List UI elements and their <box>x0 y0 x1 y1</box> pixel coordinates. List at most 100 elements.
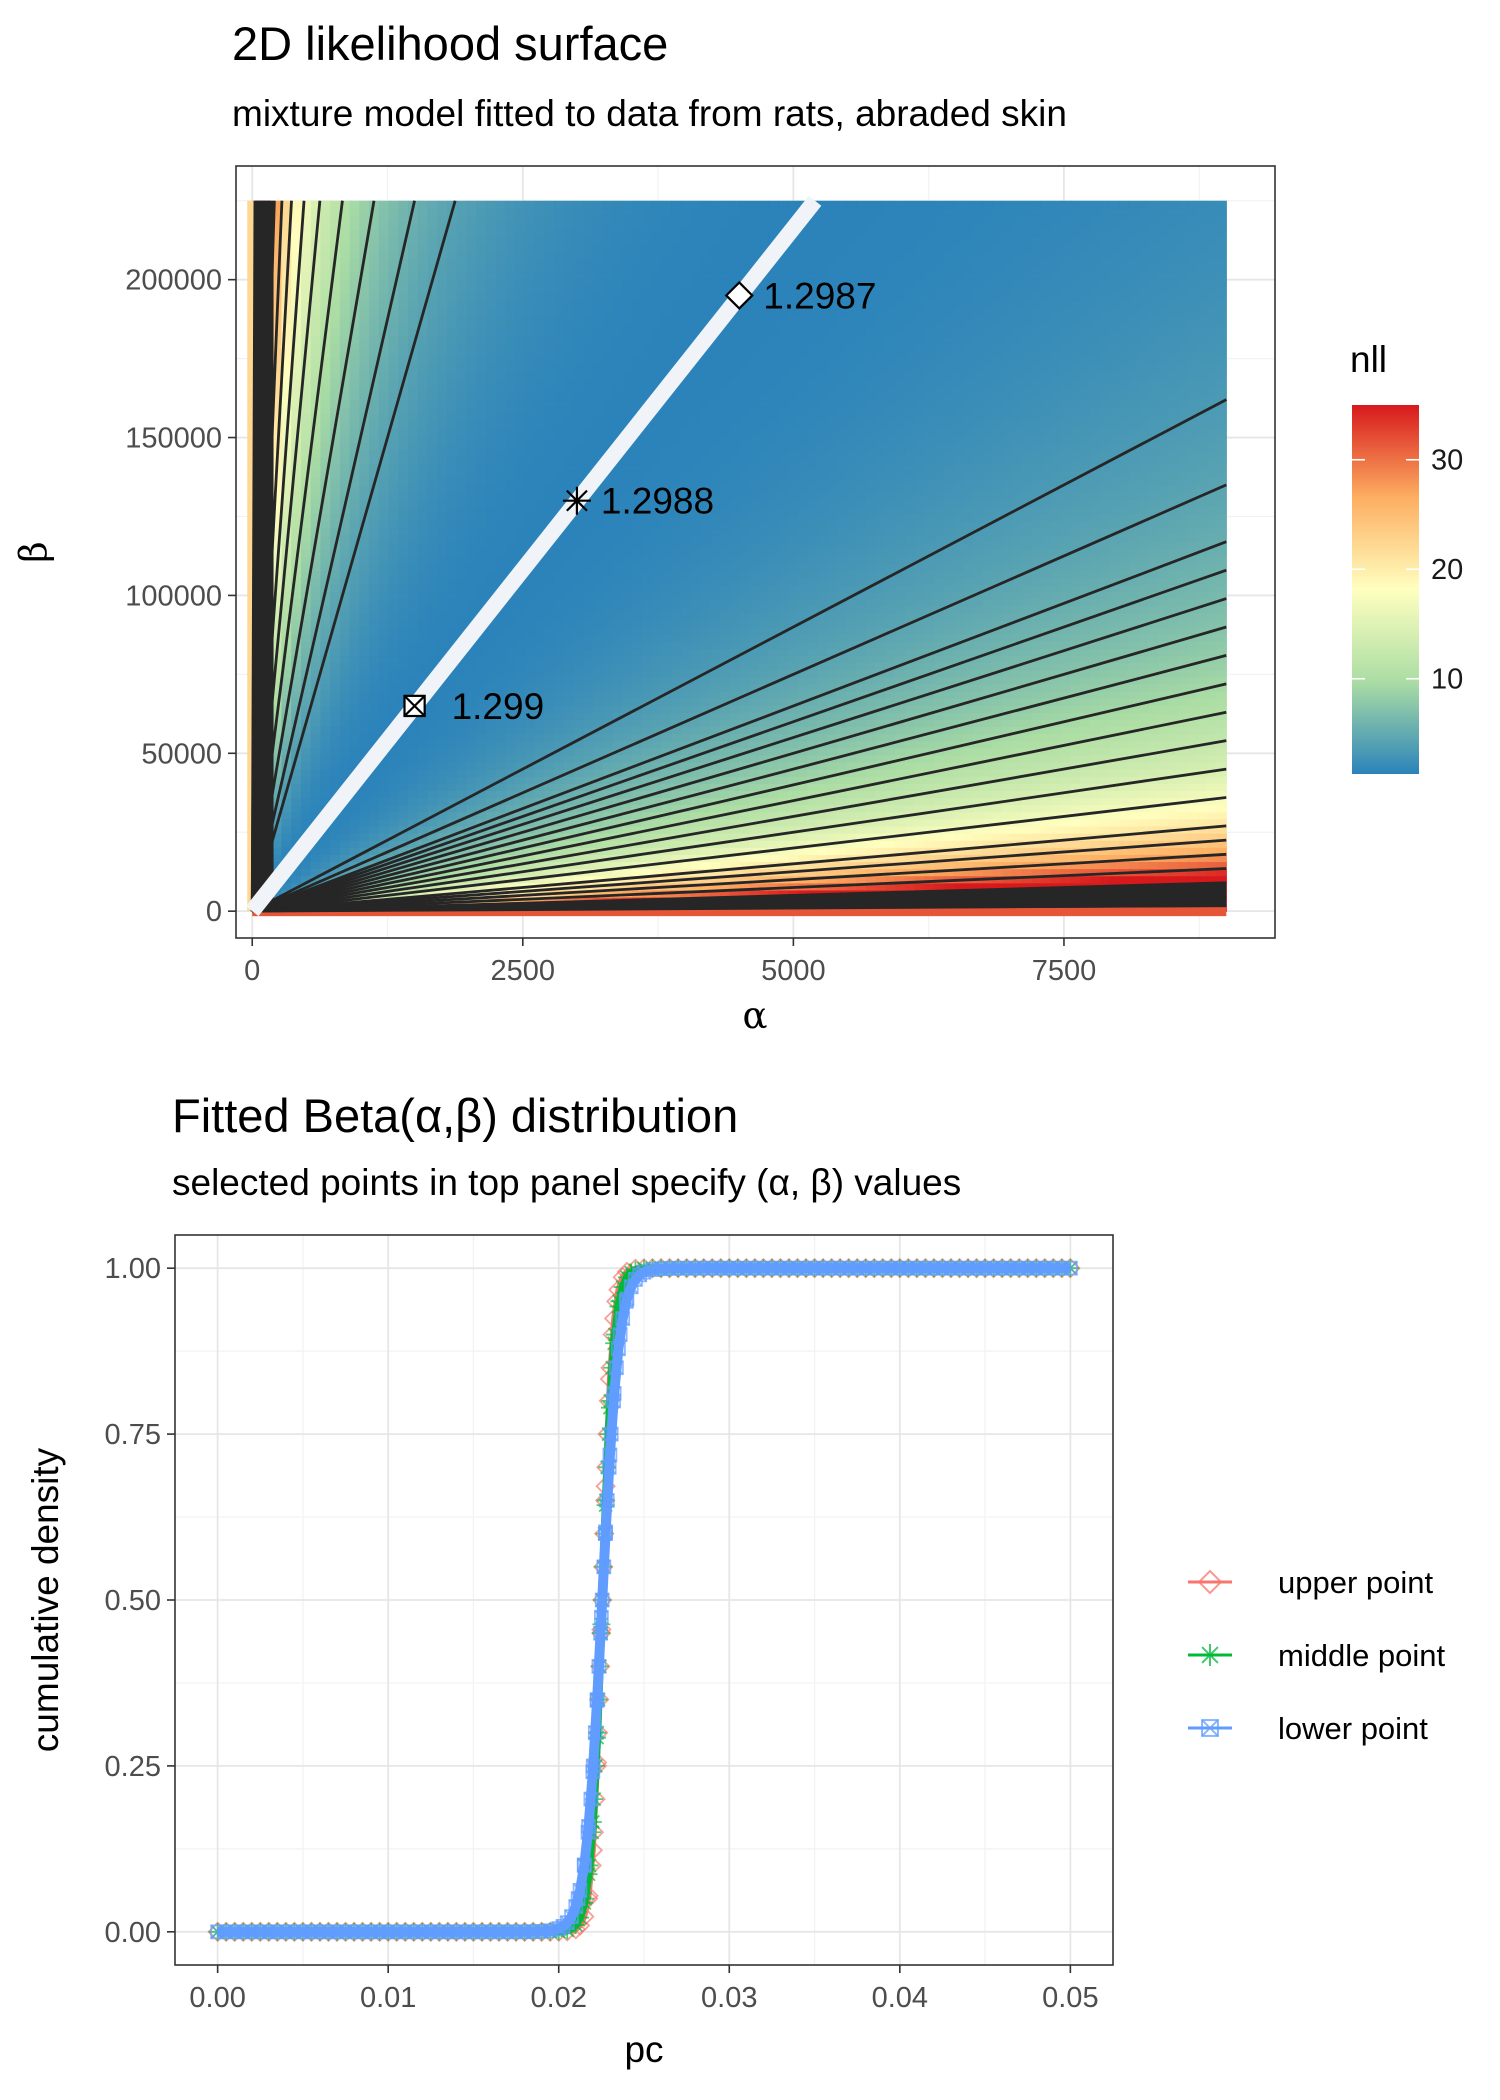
heatmap-tile <box>690 619 701 628</box>
heatmap-tile <box>632 534 643 543</box>
heatmap-tile <box>700 470 711 479</box>
heatmap-tile <box>369 833 380 841</box>
heatmap-tile <box>417 598 429 607</box>
heatmap-tile <box>524 492 536 500</box>
heatmap-tile <box>544 719 555 728</box>
heatmap-tile <box>476 420 487 429</box>
heatmap-tile <box>661 449 672 458</box>
heatmap-tile <box>300 776 312 784</box>
heatmap-tile <box>534 634 546 642</box>
heatmap-tile <box>427 300 438 308</box>
heatmap-tile <box>612 357 623 365</box>
heatmap-tile <box>544 285 555 294</box>
heatmap-tile <box>417 214 429 223</box>
heatmap-tile <box>563 413 575 422</box>
heatmap-tile <box>349 712 360 720</box>
heatmap-tile <box>408 612 419 621</box>
heatmap-tile <box>524 612 536 621</box>
heatmap-tile <box>563 271 575 280</box>
heatmap-tile <box>349 520 360 529</box>
heatmap-tile <box>593 428 604 436</box>
heatmap-tile <box>320 293 331 301</box>
heatmap-tile <box>680 776 692 784</box>
heatmap-tile <box>320 364 331 372</box>
heatmap-tile <box>641 840 653 848</box>
heatmap-tile <box>339 406 351 415</box>
heatmap-tile <box>719 634 731 642</box>
heatmap-tile <box>310 492 322 500</box>
heatmap-tile <box>612 882 623 891</box>
heatmap-tile <box>359 840 370 848</box>
heatmap-tile <box>369 435 380 443</box>
heatmap-tile <box>632 364 643 372</box>
heatmap-tile <box>398 641 409 649</box>
heatmap-tile <box>593 392 604 401</box>
heatmap-tile <box>369 293 380 301</box>
heatmap-tile <box>544 328 555 337</box>
heatmap-tile <box>505 761 516 770</box>
heatmap-tile <box>271 833 283 841</box>
heatmap-tile <box>427 456 438 465</box>
heatmap-tile <box>593 719 604 728</box>
heatmap-tile <box>719 257 731 266</box>
heatmap-tile <box>505 463 516 472</box>
heatmap-tile <box>359 307 370 316</box>
heatmap-tile <box>388 513 399 522</box>
heatmap-tile <box>486 229 497 237</box>
heatmap-tile <box>495 271 507 280</box>
heatmap-tile <box>661 548 672 557</box>
heatmap-tile <box>339 278 351 287</box>
heatmap-tile <box>291 591 302 600</box>
heatmap-tile <box>505 442 516 450</box>
heatmap-tile <box>398 307 409 316</box>
heatmap-tile <box>515 619 526 628</box>
heatmap-tile <box>515 513 526 522</box>
heatmap-tile <box>456 577 468 585</box>
heatmap-tile <box>359 492 370 500</box>
heatmap-tile <box>271 200 283 209</box>
heatmap-tile <box>300 555 312 564</box>
heatmap-tile <box>641 321 653 330</box>
heatmap-tile <box>300 584 312 593</box>
heatmap-tile <box>359 477 370 486</box>
heatmap-tile <box>505 676 516 685</box>
heatmap-tile <box>349 257 360 266</box>
heatmap-tile <box>573 861 585 870</box>
heatmap-tile <box>612 641 623 649</box>
heatmap-tile <box>700 456 711 465</box>
heatmap-tile <box>661 584 672 593</box>
heatmap-tile <box>310 648 322 657</box>
heatmap-tile <box>534 328 546 337</box>
heatmap-tile <box>349 676 360 685</box>
heatmap-tile <box>680 598 692 607</box>
heatmap-tile <box>476 499 487 507</box>
heatmap-tile <box>515 833 526 841</box>
heatmap-tile <box>330 371 341 379</box>
heatmap-tile <box>427 513 438 522</box>
heatmap-tile <box>632 264 643 273</box>
heatmap-tile <box>632 207 643 216</box>
heatmap-tile <box>495 705 507 713</box>
heatmap-tile <box>719 506 731 514</box>
heatmap-tile <box>583 875 594 884</box>
heatmap-tile <box>310 392 322 401</box>
heatmap-tile <box>573 790 585 799</box>
heatmap-tile <box>417 236 429 244</box>
heatmap-tile <box>534 676 546 685</box>
heatmap-tile <box>690 733 701 742</box>
heatmap-tile <box>554 705 565 713</box>
heatmap-tile <box>339 570 351 578</box>
heatmap-tile <box>554 470 565 479</box>
heatmap-tile <box>378 207 390 216</box>
heatmap-tile <box>417 669 429 678</box>
heatmap-tile <box>680 648 692 657</box>
heatmap-tile <box>369 236 380 244</box>
heatmap-tile <box>359 328 370 337</box>
heatmap-tile <box>554 847 565 855</box>
heatmap-tile <box>369 634 380 642</box>
heatmap-tile <box>719 570 731 578</box>
heatmap-tile <box>680 285 692 294</box>
heatmap-tile <box>622 506 633 514</box>
heatmap-tile <box>417 250 429 259</box>
heatmap-tile <box>310 285 322 294</box>
